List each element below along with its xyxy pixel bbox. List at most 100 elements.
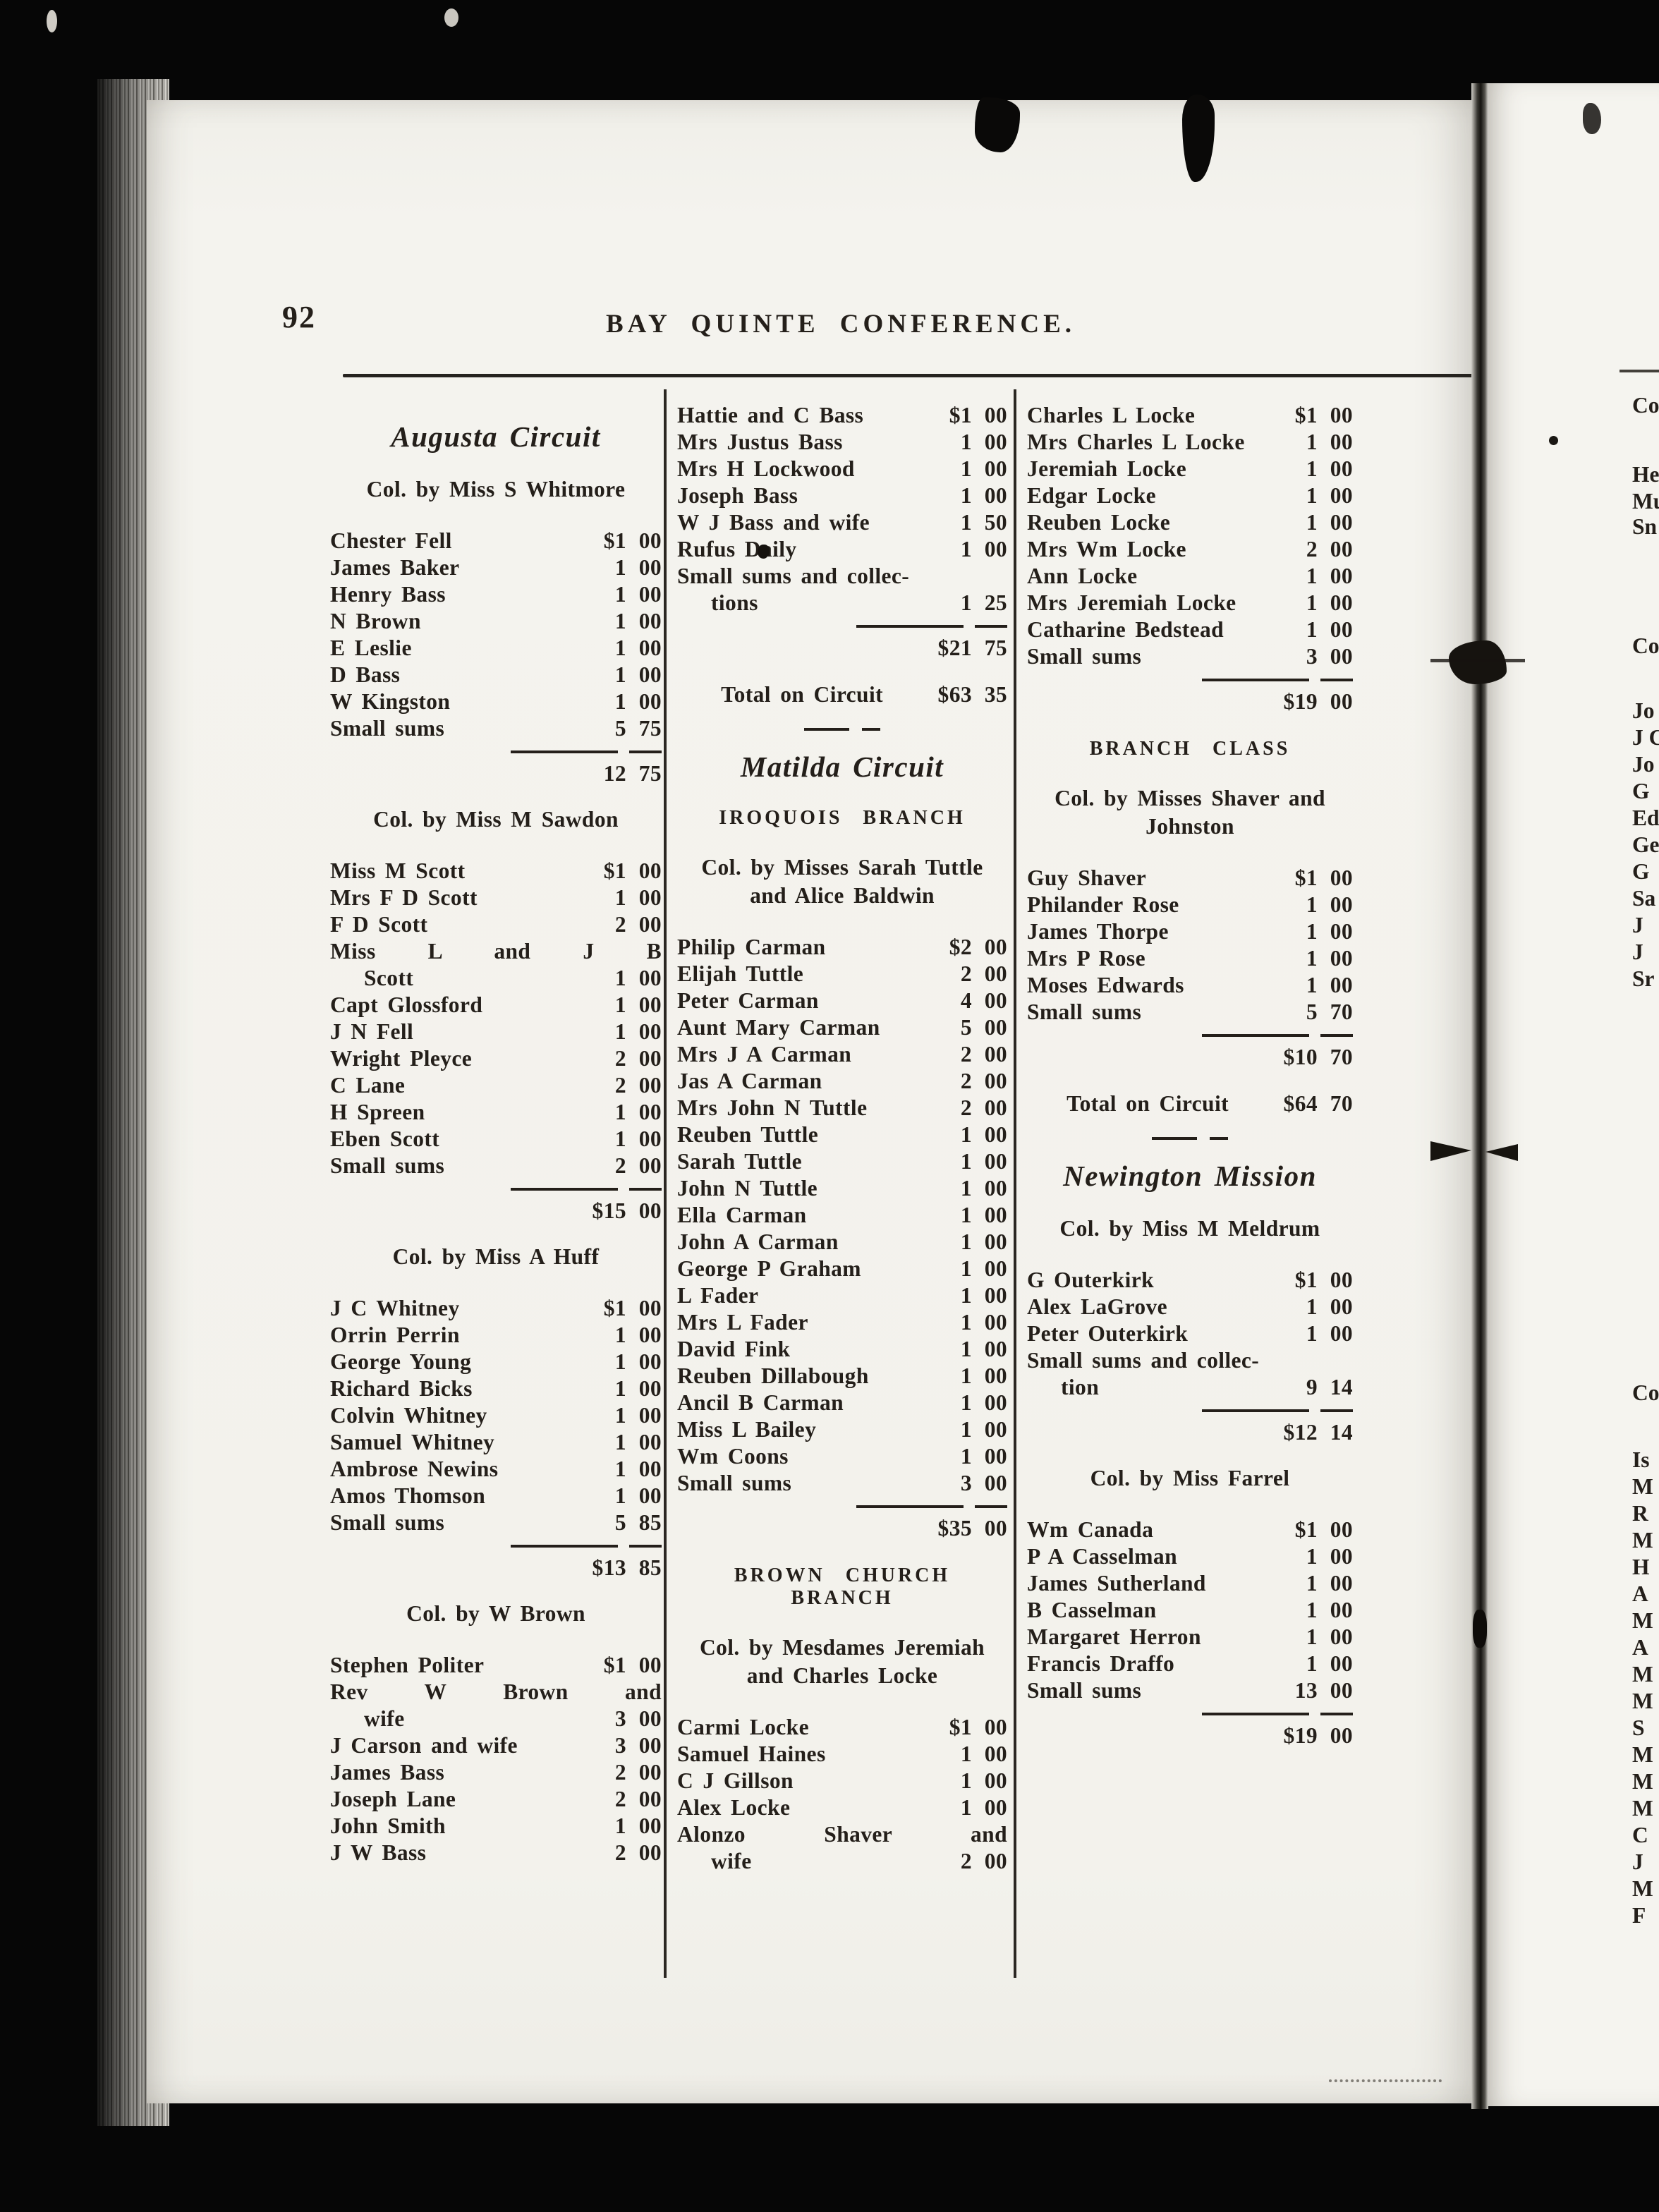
donation-row-continuation: tion 9 14 [1027,1374,1353,1401]
amount-cents: 00 [984,988,1007,1013]
donor-name: Mrs H Lockwood [677,456,855,481]
amount-dollars: 5 [614,716,626,741]
donor-name: James Bass [330,1760,445,1785]
amount-dollars: 1 [960,1256,972,1281]
donation-row: Guy Shaver $1 00 [1027,865,1353,892]
donation-row: Ambrose Newins 1 00 [330,1456,662,1483]
amount: $1 00 [1260,1267,1353,1294]
amount-dollars: 1 [960,1417,972,1442]
donation-row: C J Gillson 1 00 [677,1768,1007,1794]
amount: 1 00 [914,1363,1007,1390]
text-column-right: Charles L Locke $1 00 Mrs Charles L Locke 1 0… [1027,402,1353,1765]
amount-cents: 00 [638,1046,662,1071]
donor-name: Aunt Mary Carman [677,1015,880,1040]
donor-name: Margaret Herron [1027,1624,1201,1649]
page-fragment-letter: Ge [1632,832,1659,857]
amount-cents: 00 [1330,1571,1353,1596]
ink-arrow [1485,1144,1518,1161]
amount-dollars: 1 [960,537,972,561]
amount: 1 00 [569,1402,662,1429]
donor-name: W Kingston [330,689,451,714]
amount-dollars: 1 [614,992,626,1017]
amount-dollars: 2 [614,912,626,937]
donor-name: G Outerkirk [1027,1268,1155,1292]
donor-name: Reuben Locke [1027,510,1171,535]
page-fragment-letter: M [1632,1876,1653,1901]
subtotal-line: $12 14 [1027,1419,1353,1446]
amount: 2 00 [569,1759,662,1786]
amount: 1 00 [914,1175,1007,1202]
total-rule-long [1202,1034,1309,1037]
total-rule [330,750,662,753]
amount-cents: 00 [638,1153,662,1178]
donor-name: Miss L and J B [330,939,662,964]
amount-cents: 00 [638,992,662,1017]
donation-row: Small sums and collec-tions 1 25 [677,563,1007,616]
amount-dollars: $1 [949,403,972,427]
donation-row: Rufus Daily 1 00 [677,536,1007,563]
page-fragment-letter: Mu [1632,489,1659,514]
amount: 1 00 [569,688,662,715]
donor-name: James Thorpe [1027,919,1169,944]
ink-dot [758,545,770,559]
amount-dollars: 2 [614,1840,626,1865]
amount: $1 00 [914,402,1007,429]
amount-cents: 00 [984,1095,1007,1120]
amount-dollars: $2 [949,935,972,959]
collector-heading-line: Col. by Misses Sarah Tuttle [701,855,983,880]
amount-cents: 00 [638,912,662,937]
total-rule-short [629,1188,662,1191]
amount-dollars: 1 [960,1229,972,1254]
donation-row: Ancil B Carman 1 00 [677,1390,1007,1416]
amount-cents: 00 [638,1323,662,1347]
text-column-middle: Hattie and C Bass $1 00 Mrs Justus Bass 1 00 M… [677,402,1007,1882]
amount-cents: 00 [984,1417,1007,1442]
donation-row: P A Casselman 1 00 [1027,1543,1353,1570]
donation-row: Jeremiah Locke 1 00 [1027,456,1353,482]
amount: 1 00 [569,1456,662,1483]
donor-name: Jeremiah Locke [1027,456,1187,481]
amount-dollars: 2 [960,1095,972,1120]
amount-dollars: 1 [960,1337,972,1361]
amount-dollars: 1 [960,1768,972,1793]
amount-dollars: 1 [1306,564,1318,588]
donation-row: Hattie and C Bass $1 00 [677,402,1007,429]
amount-dollars: 2 [614,1760,626,1785]
subtotal-line: $13 85 [330,1555,662,1581]
donation-row: Mrs L Fader 1 00 [677,1309,1007,1336]
amount-cents: 00 [984,1363,1007,1388]
amount: 1 00 [1260,1543,1353,1570]
page-fragment-letter: M [1632,1608,1653,1633]
section-dash-short [1210,1137,1228,1140]
amount-cents: 00 [638,1457,662,1481]
donation-row: Stephen Politer $1 00 [330,1652,662,1679]
donation-row: Aunt Mary Carman 5 00 [677,1014,1007,1041]
amount: 1 00 [1260,456,1353,482]
amount-cents: 75 [984,636,1007,660]
donor-name: Miss L Bailey [677,1417,817,1442]
amount: $1 00 [569,1295,662,1322]
amount-dollars: 9 [1306,1375,1318,1399]
donor-name: Mrs Charles L Locke [1027,430,1245,454]
donation-row: C Lane 2 00 [330,1072,662,1099]
donation-row: Sarah Tuttle 1 00 [677,1148,1007,1175]
page-fragment-letter: Co [1632,633,1659,658]
donor-name: B Casselman [1027,1598,1157,1622]
amount-cents: 00 [638,1706,662,1731]
collector-heading-line: Col. by Miss Farrel [1090,1466,1290,1490]
amount-cents: 00 [984,1768,1007,1793]
amount-dollars: $10 [1283,1045,1318,1069]
donation-row: Orrin Perrin 1 00 [330,1322,662,1349]
donation-row: Wm Canada $1 00 [1027,1517,1353,1543]
amount-dollars: $1 [603,1296,626,1320]
total-rule [677,1505,1007,1508]
amount-dollars: $1 [603,1653,626,1677]
amount-dollars: 1 [614,1100,626,1124]
amount: 1 00 [569,1349,662,1375]
amount-cents: 00 [984,456,1007,481]
amount-cents: 00 [638,582,662,607]
collector-heading: Col. by Miss Farrel [1027,1464,1353,1493]
amount-cents: 00 [984,1742,1007,1766]
donor-name: Small sums and collec- [1027,1348,1260,1373]
total-rule-short [1320,679,1353,681]
